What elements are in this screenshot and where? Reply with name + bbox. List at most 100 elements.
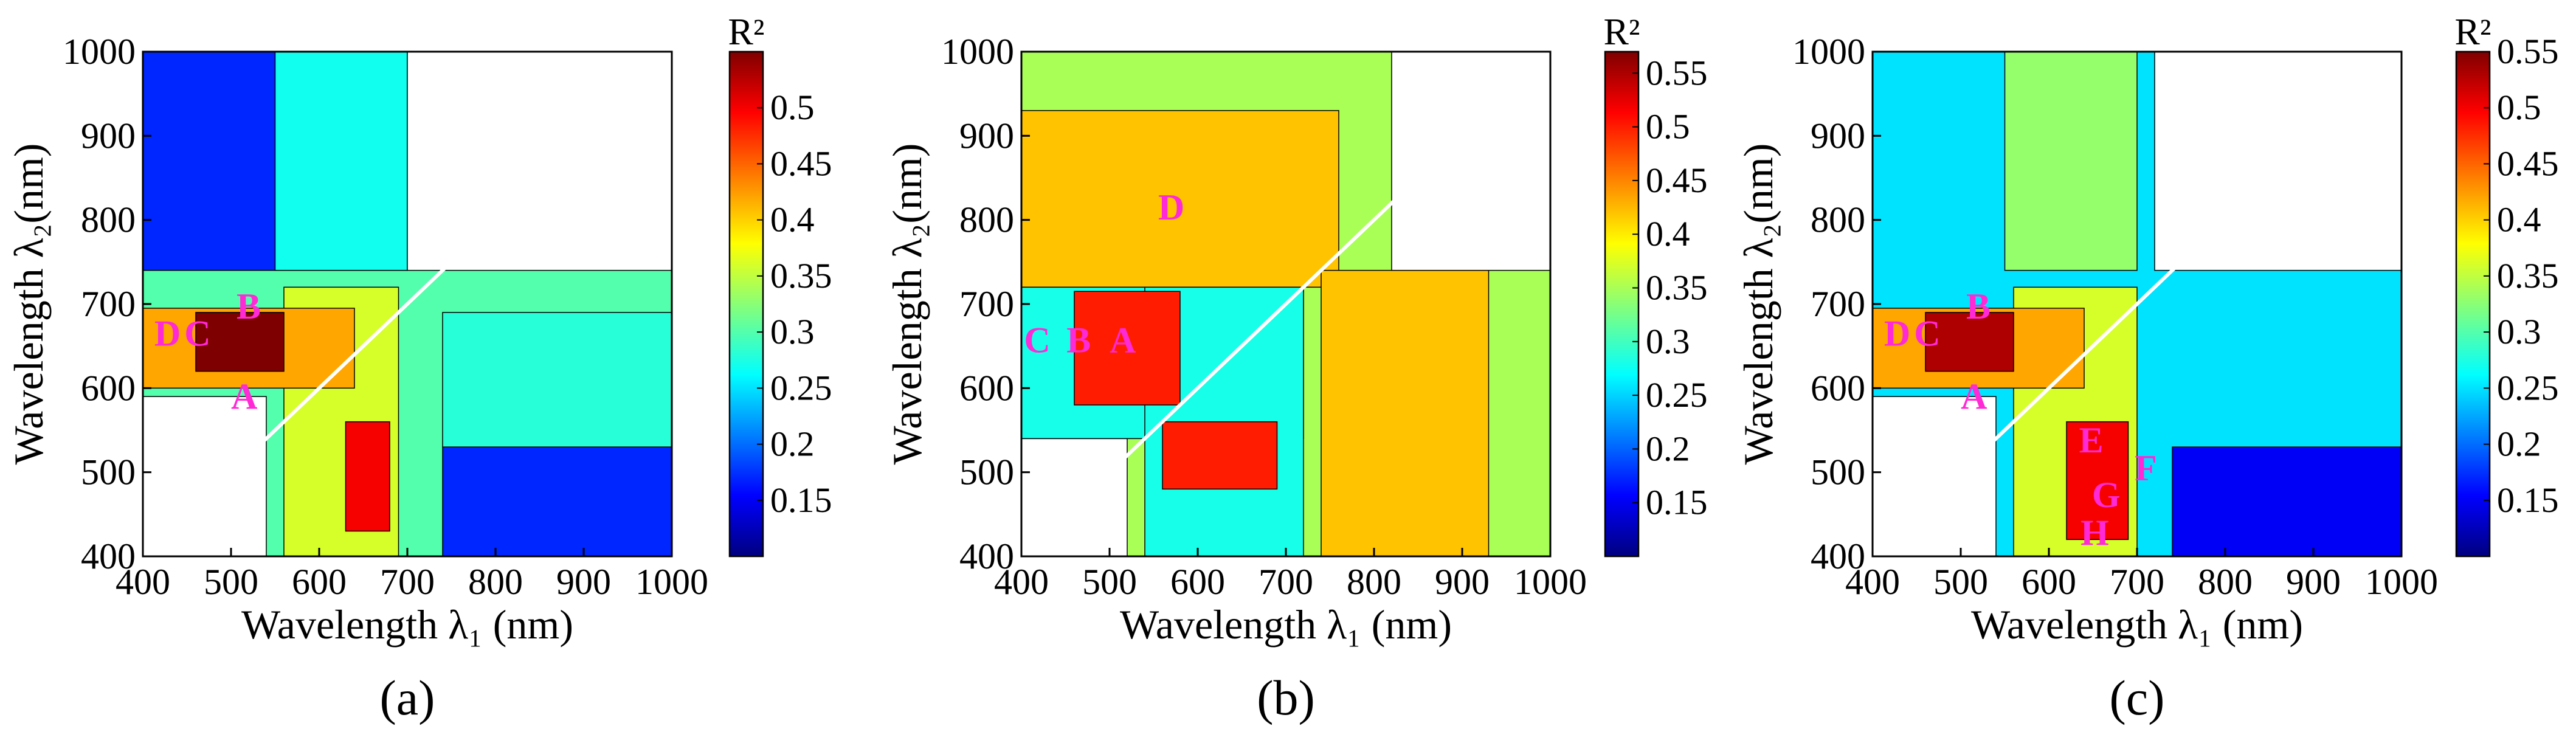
x-tick-label-0-0: 400 — [116, 562, 170, 602]
panel-label-0: (a) — [379, 670, 435, 725]
colorbar-tick-label-1-4: 0.35 — [1646, 268, 1708, 308]
y-tick-label-0-5: 900 — [81, 116, 136, 156]
colorbar-tick-label-2-6: 0.45 — [2497, 143, 2559, 183]
y-tick-label-1-6: 1000 — [941, 32, 1014, 72]
heatmap-region-1 — [2004, 52, 2138, 271]
x-tick-label-1-5: 900 — [1435, 562, 1490, 602]
x-tick-label-2-2: 600 — [2022, 562, 2076, 602]
colorbar-tick-label-0-3: 0.3 — [770, 312, 815, 351]
heatmap-region-7 — [2066, 421, 2129, 541]
heatmap-region-9 — [345, 421, 390, 532]
region-marker-1-1: C — [1024, 320, 1050, 360]
y-axis-label-0: Wavelength λ₂(nm) — [5, 143, 52, 465]
region-marker-2-1: B — [1966, 286, 1991, 327]
x-tick-label-1-0: 400 — [994, 562, 1049, 602]
heatmap-region-10 — [195, 312, 285, 372]
region-marker-0-1: B — [237, 286, 261, 327]
y-axis-label-2: Wavelength λ₂(nm) — [1735, 143, 1781, 465]
diagonal-line-0 — [143, 52, 672, 556]
y-tick-label-0-6: 1000 — [63, 32, 136, 72]
heatmap-1 — [1021, 52, 1550, 556]
colorbar-0 — [728, 50, 764, 558]
x-tick-label-1-6: 1000 — [1514, 562, 1587, 602]
colorbar-tick-label-2-1: 0.2 — [2497, 424, 2541, 464]
y-tick-label-1-5: 900 — [959, 116, 1014, 156]
y-tick-label-2-4: 800 — [1811, 200, 1865, 240]
colorbar-tick-label-1-1: 0.2 — [1646, 429, 1690, 468]
heatmap-region-3 — [2172, 446, 2402, 556]
y-tick-label-2-6: 1000 — [1792, 32, 1865, 72]
colorbar-1 — [1604, 50, 1640, 558]
x-axis-label-2: Wavelength λ₁ (nm) — [1971, 601, 2303, 648]
x-axis-label-0: Wavelength λ₁ (nm) — [241, 601, 573, 648]
x-tick-label-1-3: 700 — [1259, 562, 1313, 602]
heatmap-region-3 — [1391, 52, 1550, 271]
heatmap-0 — [143, 52, 672, 556]
x-tick-label-1-1: 500 — [1082, 562, 1137, 602]
diagonal-line-2 — [1873, 52, 2402, 556]
x-tick-label-1-4: 800 — [1347, 562, 1401, 602]
heatmap-region-1 — [1021, 110, 1339, 288]
region-marker-1-0: D — [1158, 187, 1184, 227]
x-tick-label-2-6: 1000 — [2365, 562, 2438, 602]
heatmap-region-4 — [1021, 438, 1128, 556]
heatmap-region-8 — [1162, 421, 1278, 490]
y-tick-label-2-0: 400 — [1811, 536, 1865, 576]
x-tick-label-0-3: 700 — [380, 562, 435, 602]
x-tick-label-2-4: 800 — [2198, 562, 2253, 602]
panel-label-2: (c) — [2109, 670, 2164, 725]
y-tick-label-2-5: 900 — [1811, 116, 1865, 156]
x-tick-label-2-3: 700 — [2110, 562, 2164, 602]
x-tick-label-1-2: 600 — [1170, 562, 1225, 602]
y-tick-label-2-2: 600 — [1811, 368, 1865, 408]
y-tick-label-0-2: 600 — [81, 368, 136, 408]
colorbar-tick-label-2-0: 0.15 — [2497, 480, 2559, 520]
colorbar-tick-label-2-7: 0.5 — [2497, 88, 2541, 127]
region-marker-2-7: H — [2080, 513, 2109, 553]
y-tick-label-0-3: 700 — [81, 284, 136, 324]
heatmap-region-8 — [1925, 312, 2014, 372]
colorbar-tick-label-1-2: 0.25 — [1646, 375, 1708, 415]
colorbar-tick-label-1-6: 0.45 — [1646, 161, 1708, 200]
y-tick-label-0-1: 500 — [81, 452, 136, 492]
heatmap-region-5 — [442, 312, 672, 448]
heatmap-region-4 — [1873, 396, 1997, 556]
colorbar-tick-label-0-4: 0.35 — [770, 256, 832, 295]
colorbar-tick-label-2-5: 0.4 — [2497, 200, 2541, 240]
heatmap-region-6 — [143, 396, 267, 556]
y-tick-label-1-4: 800 — [959, 200, 1014, 240]
colorbar-title-0: R² — [728, 12, 765, 53]
x-tick-label-2-5: 900 — [2286, 562, 2341, 602]
panel-0: 400 500 600 700 800 900 1000 400 500 600 700 800 900… — [5, 12, 832, 725]
region-marker-2-2: D — [1884, 313, 1910, 353]
x-tick-label-0-1: 500 — [204, 562, 258, 602]
heatmap-region-2 — [274, 52, 408, 271]
diagonal-line-1 — [1021, 52, 1550, 556]
colorbar-tick-label-1-8: 0.55 — [1646, 53, 1708, 92]
heatmap-2 — [1873, 52, 2402, 556]
y-tick-label-1-1: 500 — [959, 452, 1014, 492]
colorbar-tick-label-1-0: 0.15 — [1646, 483, 1708, 522]
colorbar-tick-label-0-2: 0.25 — [770, 368, 832, 407]
region-marker-1-2: B — [1066, 320, 1091, 360]
colorbar-tick-label-0-5: 0.4 — [770, 200, 815, 240]
panel-1: 400 500 600 700 800 900 1000 400 500 600 700 800 900… — [884, 12, 1708, 725]
colorbar-tick-label-0-7: 0.5 — [770, 88, 815, 127]
y-tick-label-2-3: 700 — [1811, 284, 1865, 324]
x-axis-label-1: Wavelength λ₁ (nm) — [1120, 601, 1452, 648]
colorbar-tick-label-1-5: 0.4 — [1646, 214, 1690, 254]
colorbar-tick-label-2-2: 0.25 — [2497, 368, 2559, 407]
heatmap-region-4 — [442, 446, 672, 556]
x-tick-label-0-6: 1000 — [635, 562, 708, 602]
region-marker-2-3: C — [1914, 313, 1940, 353]
colorbar-tick-label-2-8: 0.55 — [2497, 32, 2559, 71]
region-marker-2-5: F — [2135, 448, 2157, 488]
x-tick-label-2-1: 500 — [1933, 562, 1988, 602]
colorbar-tick-label-2-4: 0.35 — [2497, 256, 2559, 295]
region-marker-0-0: A — [231, 376, 257, 416]
heatmap-region-2 — [2154, 52, 2402, 271]
colorbar-tick-label-2-3: 0.3 — [2497, 312, 2541, 351]
y-tick-label-1-2: 600 — [959, 368, 1014, 408]
region-marker-0-2: D — [154, 313, 181, 353]
